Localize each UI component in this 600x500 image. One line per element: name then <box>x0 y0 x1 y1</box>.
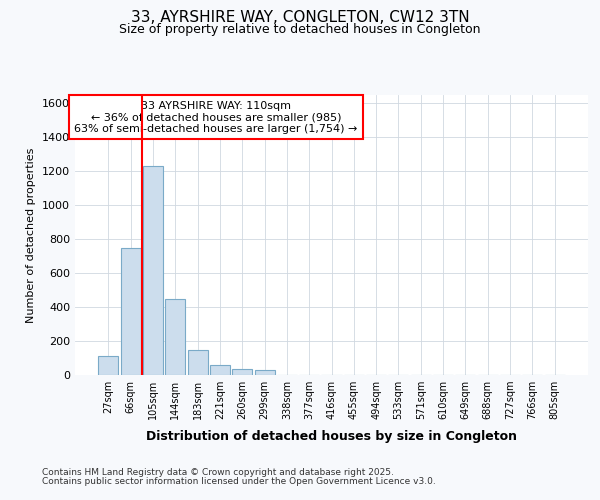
Text: 33 AYRSHIRE WAY: 110sqm
← 36% of detached houses are smaller (985)
63% of semi-d: 33 AYRSHIRE WAY: 110sqm ← 36% of detache… <box>74 100 358 134</box>
X-axis label: Distribution of detached houses by size in Congleton: Distribution of detached houses by size … <box>146 430 517 444</box>
Text: Contains public sector information licensed under the Open Government Licence v3: Contains public sector information licen… <box>42 478 436 486</box>
Text: 33, AYRSHIRE WAY, CONGLETON, CW12 3TN: 33, AYRSHIRE WAY, CONGLETON, CW12 3TN <box>131 10 469 25</box>
Bar <box>232 369 252 375</box>
Text: Contains HM Land Registry data © Crown copyright and database right 2025.: Contains HM Land Registry data © Crown c… <box>42 468 394 477</box>
Bar <box>143 166 163 375</box>
Bar <box>121 248 141 375</box>
Bar <box>210 365 230 375</box>
Bar <box>98 356 118 375</box>
Bar <box>254 370 275 375</box>
Bar <box>188 350 208 375</box>
Bar <box>165 298 185 375</box>
Text: Size of property relative to detached houses in Congleton: Size of property relative to detached ho… <box>119 24 481 36</box>
Y-axis label: Number of detached properties: Number of detached properties <box>26 148 37 322</box>
